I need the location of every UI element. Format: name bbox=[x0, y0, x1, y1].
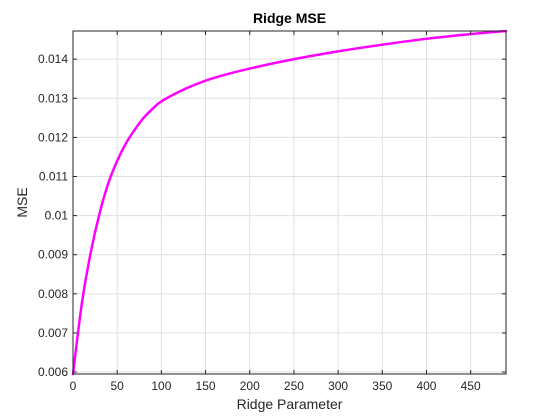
chart-title: Ridge MSE bbox=[253, 10, 326, 26]
x-tick-label: 250 bbox=[284, 379, 304, 393]
x-tick-label: 350 bbox=[372, 379, 392, 393]
x-tick-label: 0 bbox=[70, 379, 77, 393]
y-tick-label: 0.011 bbox=[39, 169, 68, 183]
x-tick-label: 400 bbox=[416, 379, 436, 393]
mse-series-line bbox=[71, 29, 508, 376]
y-tick-label: 0.013 bbox=[38, 91, 68, 105]
y-axis-label: MSE bbox=[14, 187, 30, 217]
x-tick-label: 150 bbox=[196, 379, 216, 393]
x-tick-label: 50 bbox=[111, 379, 125, 393]
grid-lines bbox=[72, 31, 506, 374]
y-tick-label: 0.012 bbox=[38, 130, 68, 144]
x-tick-label: 300 bbox=[328, 379, 348, 393]
plot-background bbox=[73, 31, 506, 374]
y-tick-label: 0.009 bbox=[38, 248, 68, 262]
x-tick-label: 100 bbox=[151, 379, 171, 393]
y-tick-label: 0.01 bbox=[45, 209, 69, 223]
y-tick-label: 0.008 bbox=[38, 287, 68, 301]
series-layer bbox=[71, 29, 508, 376]
x-tick-label: 450 bbox=[461, 379, 481, 393]
y-tick-label: 0.014 bbox=[38, 52, 68, 66]
x-tick-label: 200 bbox=[240, 379, 260, 393]
plot-frame bbox=[72, 30, 507, 375]
y-tick-label: 0.006 bbox=[38, 365, 68, 379]
y-tick-label: 0.007 bbox=[38, 326, 68, 340]
x-axis-label: Ridge Parameter bbox=[237, 396, 343, 412]
axis-ticks: 0 50 100 150 200 250 300 350 400 450 0.006 0.007 0.0… bbox=[38, 31, 506, 393]
